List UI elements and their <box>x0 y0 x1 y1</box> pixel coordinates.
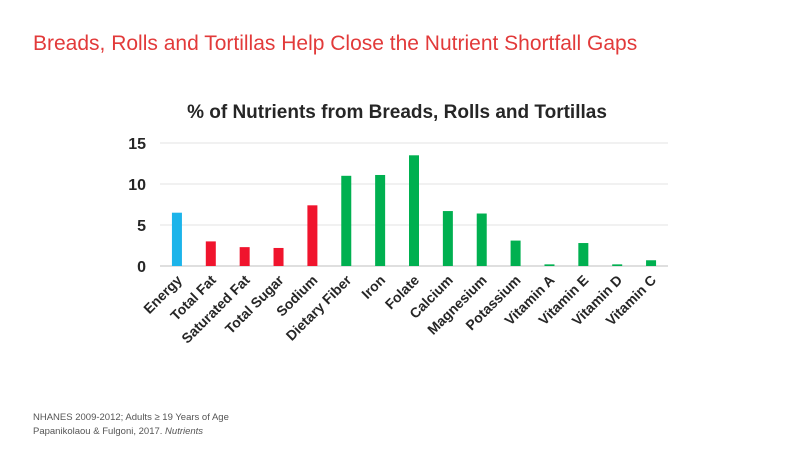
source-footnote: NHANES 2009-2012; Adults ≥ 19 Years of A… <box>33 411 229 439</box>
citation-authors: Papanikolaou & Fulgoni, 2017. <box>33 426 166 437</box>
bar-vitamin-c <box>646 260 657 266</box>
bar-total-fat <box>205 241 216 266</box>
bar-vitamin-a <box>544 264 555 266</box>
bar-calcium <box>442 211 453 266</box>
bar-iron <box>375 174 386 266</box>
bar-dietary-fiber <box>341 175 352 266</box>
bar-vitamin-e <box>578 243 589 266</box>
x-tick-label: Iron <box>358 272 388 302</box>
y-tick-label: 0 <box>137 259 146 276</box>
chart-title: % of Nutrients from Breads, Rolls and To… <box>187 102 607 123</box>
bar-sodium <box>307 205 318 266</box>
y-tick-label: 5 <box>137 218 146 235</box>
bar-vitamin-d <box>612 264 623 266</box>
source-line-1: NHANES 2009-2012; Adults ≥ 19 Years of A… <box>33 412 229 423</box>
bar-magnesium <box>476 213 487 266</box>
y-tick-label: 10 <box>128 177 146 194</box>
slide-title: Breads, Rolls and Tortillas Help Close t… <box>33 32 638 55</box>
bar-total-sugar <box>273 247 284 266</box>
bar-energy <box>171 212 182 266</box>
bar-saturated-fat <box>239 247 250 266</box>
source-line-2: Papanikolaou & Fulgoni, 2017. Nutrients <box>33 425 229 439</box>
bar-folate <box>409 155 419 266</box>
bar-potassium <box>510 240 521 266</box>
y-tick-label: 15 <box>128 136 146 153</box>
citation-journal: Nutrients <box>165 426 204 437</box>
